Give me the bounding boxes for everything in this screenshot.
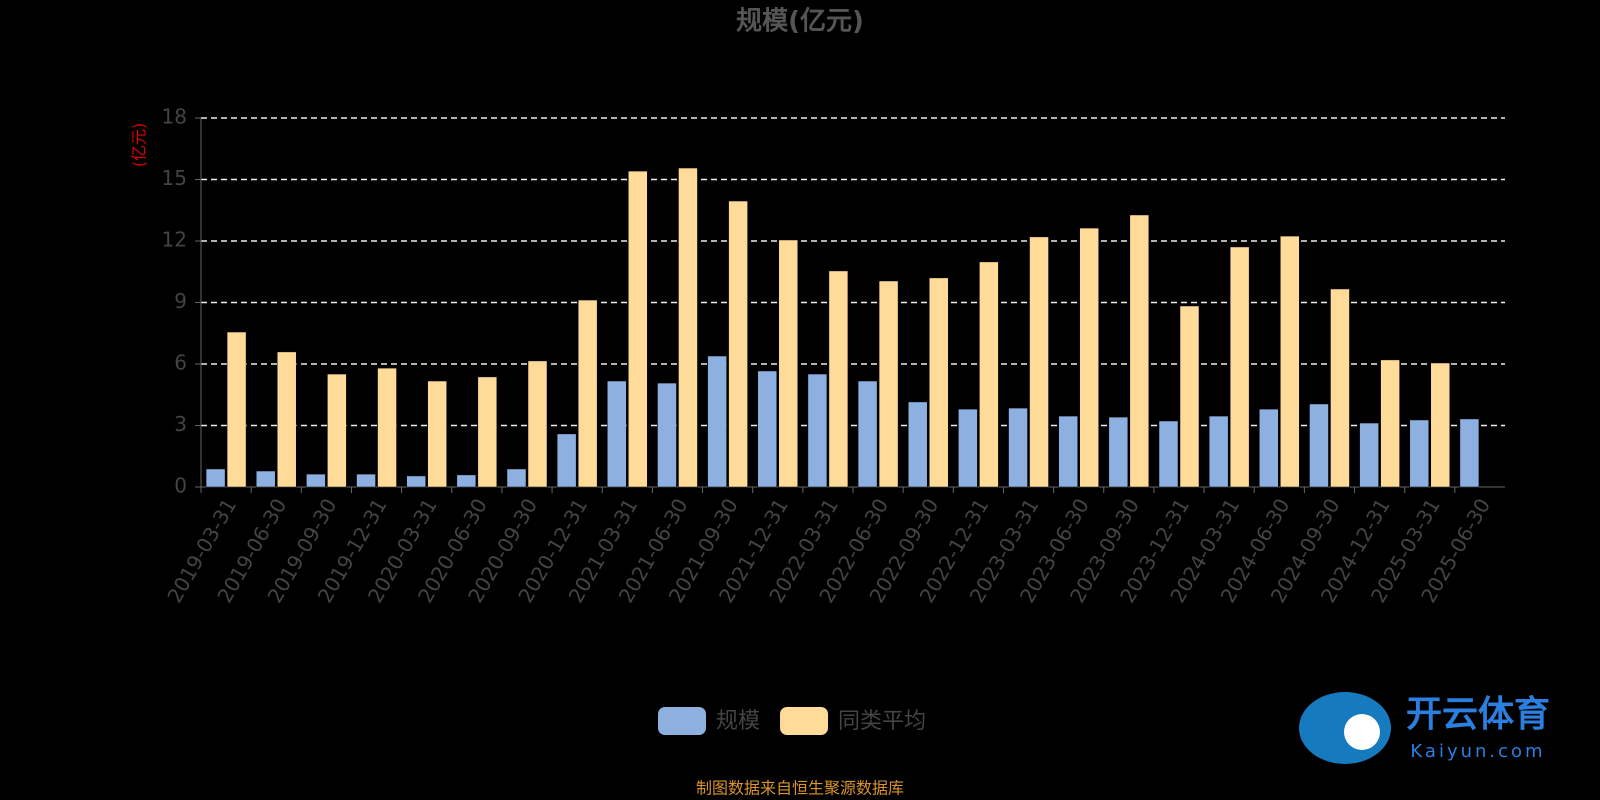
chart-title: 规模(亿元) xyxy=(736,7,864,37)
bar xyxy=(1008,407,1028,488)
bar xyxy=(276,351,297,488)
bar xyxy=(226,331,247,488)
bar xyxy=(406,475,426,488)
bar xyxy=(1459,418,1480,488)
bar xyxy=(1058,415,1078,488)
watermark-brand: 开云体育 xyxy=(1406,694,1550,735)
bar xyxy=(1330,288,1350,488)
bar xyxy=(1029,236,1049,488)
bar xyxy=(928,277,949,488)
bar xyxy=(958,408,978,488)
bar xyxy=(979,261,999,488)
y-tick-label: 18 xyxy=(162,105,187,129)
bar xyxy=(657,382,677,488)
bar xyxy=(377,367,397,488)
bar xyxy=(577,299,598,488)
bar xyxy=(506,468,527,488)
bar xyxy=(1359,422,1379,488)
legend-swatch xyxy=(658,707,706,735)
y-axis-label: (亿元) xyxy=(130,123,149,168)
bar xyxy=(356,473,376,488)
legend-label: 同类平均 xyxy=(838,709,926,734)
bar xyxy=(1179,305,1200,488)
bar xyxy=(728,200,748,488)
bar xyxy=(628,170,648,488)
bar xyxy=(1280,235,1300,488)
bar xyxy=(255,470,276,488)
bar xyxy=(1208,415,1229,488)
legend-label: 规模 xyxy=(716,709,760,734)
legend-swatch xyxy=(780,707,829,735)
bar xyxy=(427,380,447,488)
bar xyxy=(607,380,627,488)
bar xyxy=(678,167,698,488)
y-tick-label: 9 xyxy=(174,289,187,313)
bar xyxy=(205,468,226,488)
bar xyxy=(1380,359,1400,488)
source-note: 制图数据来自恒生聚源数据库 xyxy=(696,779,904,798)
bar xyxy=(1129,214,1150,488)
bar xyxy=(1079,227,1099,488)
bar xyxy=(1108,416,1129,488)
bar xyxy=(907,401,928,488)
bar xyxy=(527,360,548,488)
bar xyxy=(456,474,477,488)
watermark: 开云体育 Kaiyun.com xyxy=(1299,692,1550,764)
bar xyxy=(1158,420,1179,488)
bar xyxy=(1259,408,1279,488)
bar xyxy=(828,270,849,488)
bar xyxy=(778,239,799,488)
bar xyxy=(757,370,778,488)
bar xyxy=(807,373,828,488)
y-tick-label: 3 xyxy=(174,412,187,436)
y-tick-label: 0 xyxy=(174,474,187,498)
bar xyxy=(306,473,326,488)
watermark-ball xyxy=(1344,714,1380,750)
bar xyxy=(477,376,498,488)
bar xyxy=(1430,362,1451,488)
bar xyxy=(1309,403,1329,488)
y-tick-label: 6 xyxy=(174,351,187,375)
bar xyxy=(327,373,347,488)
y-tick-label: 15 xyxy=(162,166,187,190)
y-tick-label: 12 xyxy=(162,228,187,252)
bar xyxy=(556,433,577,488)
bar xyxy=(1409,419,1430,488)
bar xyxy=(1229,246,1250,488)
bar xyxy=(707,355,727,488)
bar xyxy=(878,280,899,488)
watermark-site: Kaiyun.com xyxy=(1410,741,1545,762)
bar xyxy=(857,380,878,488)
